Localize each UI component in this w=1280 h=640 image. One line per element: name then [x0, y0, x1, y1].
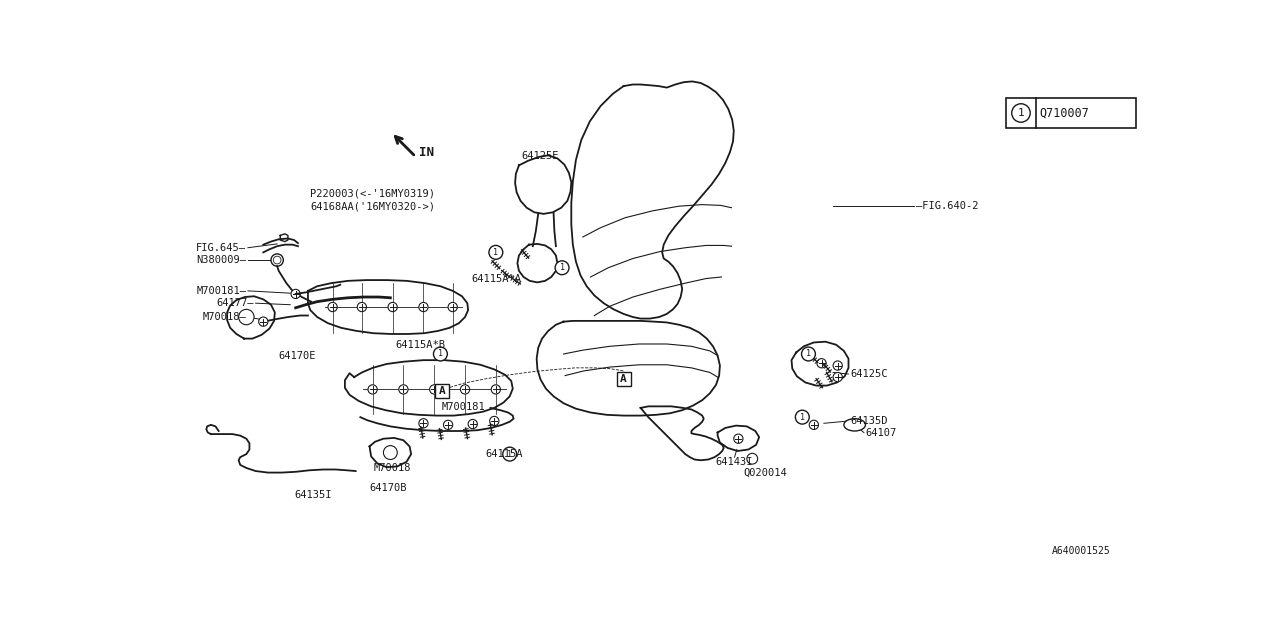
Circle shape — [434, 347, 447, 361]
Text: 64107: 64107 — [865, 428, 897, 438]
Text: 64115A: 64115A — [485, 449, 522, 459]
Circle shape — [369, 385, 378, 394]
Text: 1: 1 — [493, 248, 498, 257]
Circle shape — [492, 385, 500, 394]
Circle shape — [238, 309, 253, 324]
Circle shape — [833, 372, 842, 381]
Circle shape — [817, 358, 826, 368]
Circle shape — [489, 245, 503, 259]
Circle shape — [795, 410, 809, 424]
Text: N380009—: N380009— — [196, 255, 246, 265]
Text: 1: 1 — [559, 263, 564, 272]
Text: FIG.645—: FIG.645— — [196, 243, 246, 253]
Circle shape — [809, 420, 818, 429]
FancyBboxPatch shape — [1006, 99, 1135, 127]
Text: 1: 1 — [806, 349, 812, 358]
Text: 64135I: 64135I — [294, 490, 332, 500]
Text: A: A — [439, 386, 445, 396]
Text: IN: IN — [419, 146, 434, 159]
Circle shape — [833, 361, 842, 370]
Text: Q710007: Q710007 — [1039, 106, 1089, 120]
Circle shape — [328, 303, 337, 312]
Text: 64125C: 64125C — [850, 369, 887, 379]
Circle shape — [419, 419, 428, 428]
Circle shape — [430, 385, 439, 394]
FancyBboxPatch shape — [435, 384, 449, 398]
Circle shape — [1011, 104, 1030, 122]
Text: A640001525: A640001525 — [1052, 546, 1110, 556]
Circle shape — [490, 417, 499, 426]
Text: 64170B: 64170B — [370, 483, 407, 493]
Circle shape — [443, 420, 453, 429]
Circle shape — [746, 453, 758, 464]
Text: 64125E: 64125E — [522, 150, 559, 161]
Circle shape — [733, 434, 742, 444]
Text: M70018: M70018 — [374, 463, 411, 474]
Circle shape — [259, 317, 268, 326]
Text: M700181: M700181 — [442, 402, 485, 412]
Text: 64115A*A: 64115A*A — [471, 273, 521, 284]
Text: 1: 1 — [507, 449, 512, 459]
Text: M700181—: M700181— — [196, 286, 246, 296]
Circle shape — [274, 256, 282, 264]
Text: A: A — [621, 374, 627, 385]
Text: P220003(<-'16MY0319): P220003(<-'16MY0319) — [310, 189, 435, 199]
Circle shape — [291, 289, 301, 298]
Text: 1: 1 — [438, 349, 443, 358]
Text: 64168AA('16MY0320->): 64168AA('16MY0320->) — [310, 201, 435, 211]
Circle shape — [448, 303, 457, 312]
Text: 64135D: 64135D — [850, 416, 887, 426]
Circle shape — [384, 445, 397, 460]
Text: 64170E: 64170E — [279, 351, 316, 362]
Circle shape — [461, 385, 470, 394]
Text: 64143I: 64143I — [716, 457, 754, 467]
Circle shape — [399, 385, 408, 394]
Circle shape — [801, 347, 815, 361]
Circle shape — [357, 303, 366, 312]
Circle shape — [468, 419, 477, 429]
Text: —FIG.640-2: —FIG.640-2 — [916, 201, 979, 211]
Ellipse shape — [844, 419, 865, 431]
Text: 1: 1 — [1018, 108, 1024, 118]
Text: M70018—: M70018— — [202, 312, 246, 322]
Circle shape — [271, 254, 283, 266]
Circle shape — [556, 261, 570, 275]
Circle shape — [388, 303, 397, 312]
Text: 1: 1 — [800, 413, 805, 422]
FancyBboxPatch shape — [617, 372, 631, 387]
Text: 64177—: 64177— — [216, 298, 253, 308]
Text: 64115A*B: 64115A*B — [396, 340, 445, 349]
Text: Q020014: Q020014 — [744, 468, 787, 478]
Circle shape — [419, 303, 428, 312]
Circle shape — [503, 447, 517, 461]
